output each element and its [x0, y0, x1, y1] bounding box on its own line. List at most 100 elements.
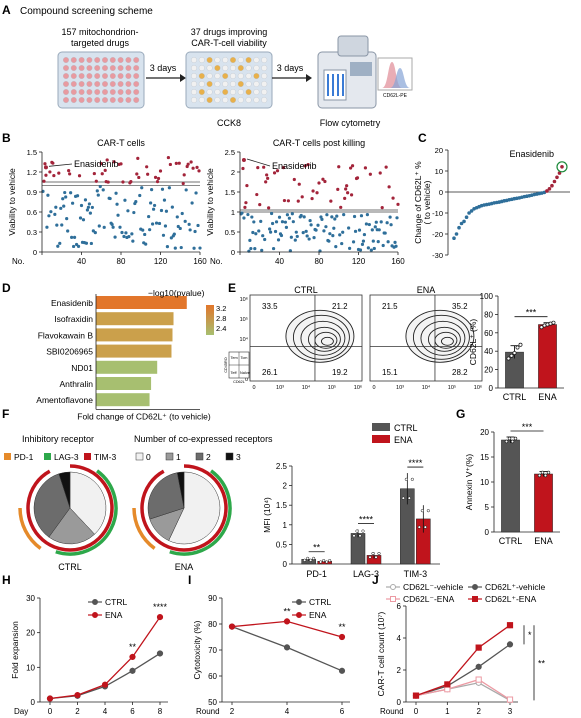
plate-well	[102, 73, 108, 79]
E-key-naive: Naïve	[240, 371, 250, 375]
B2-point	[253, 247, 257, 251]
plate-well	[117, 89, 124, 95]
B1-point	[78, 216, 83, 220]
B1-point	[93, 231, 97, 235]
J-y-tick-label: 0	[397, 698, 402, 707]
B2-point	[263, 237, 267, 242]
F-point	[377, 551, 381, 556]
E-x-label: CTRL	[503, 392, 527, 402]
H-marker	[74, 691, 81, 699]
D-category-label: Isofraxidin	[54, 314, 93, 324]
F-point	[328, 559, 332, 563]
B1-point	[57, 171, 61, 175]
F-count-swatch	[165, 452, 174, 461]
B2-point	[330, 215, 334, 219]
plate-well	[261, 81, 268, 87]
plate-well	[222, 57, 229, 63]
J-x-tick-label: 3	[508, 707, 513, 716]
plate-well	[237, 73, 244, 79]
plate-well	[94, 65, 101, 71]
plate-well	[70, 65, 77, 71]
B1-point	[44, 173, 48, 177]
B2-point	[281, 165, 286, 170]
I-legend-marker	[296, 612, 302, 618]
B2-point	[327, 239, 331, 243]
B1-point	[152, 203, 157, 208]
J-x-tick-label: 1	[445, 707, 450, 716]
F-receptor-swatch	[44, 453, 51, 460]
F-receptor-label: LAG-3	[54, 452, 79, 462]
H-legend-marker	[92, 612, 98, 618]
B1-point	[131, 239, 135, 243]
plate-well	[261, 89, 268, 95]
B1-y-tick-label: 0.6	[27, 208, 37, 217]
B1-point	[106, 180, 110, 184]
F-receptor-arc	[169, 469, 232, 556]
F-point	[361, 529, 365, 533]
B2-point	[325, 213, 329, 217]
B2-point	[337, 165, 341, 169]
C-point	[452, 236, 456, 240]
E-quadrant-ul: 33.5	[262, 302, 278, 311]
G-y-tick-label: 20	[480, 428, 489, 437]
B2-point	[308, 218, 312, 223]
C-point	[462, 219, 466, 224]
B2-title: CAR-T cells post killing	[273, 138, 365, 148]
F-count-label: 1	[176, 452, 181, 462]
B1-point	[159, 208, 164, 213]
plate-well	[191, 81, 197, 87]
B2-point	[268, 227, 272, 231]
D-category-label: Enasidenib	[51, 298, 93, 308]
F-pie-label: ENA	[175, 562, 194, 572]
B2-y-tick-label: 0.5	[225, 228, 235, 237]
G-point	[540, 470, 545, 475]
B2-point	[358, 248, 363, 252]
chart-c-cd62l-change: -30 -20 -10 0 10 20 Enasidenib Change of CD62L⁺…	[413, 146, 570, 260]
B2-point	[328, 232, 332, 236]
chart-j-cell-count: 0 2 4 6 0 1 2 3 Round CD62L⁻-vehicle CD62L⁺-vehicl…	[376, 582, 546, 716]
plate-well	[78, 81, 85, 87]
E-flow-x-tick: 10⁶	[354, 384, 362, 391]
F-pie-slice	[58, 471, 71, 509]
panel-c-letter: C	[418, 131, 427, 145]
B1-point	[138, 193, 142, 198]
G-y-tick-label: 5	[485, 503, 490, 512]
plate-well	[63, 97, 69, 103]
plate-well	[206, 57, 213, 63]
plate-well	[86, 97, 93, 103]
cd62l-histogram-icon	[377, 57, 413, 91]
E-flow-title: ENA	[417, 285, 436, 295]
B1-point	[68, 172, 72, 176]
E-contour	[427, 326, 461, 352]
C-y-label-2: ( to vehicle)	[422, 180, 432, 224]
H-x-tick-label: 2	[75, 707, 80, 716]
plate-well	[261, 65, 268, 71]
flow-cytometer-icon	[317, 35, 377, 109]
D-legend-tick: 2.4	[216, 324, 226, 333]
J-sig-label: **	[538, 659, 546, 669]
F-count-swatch	[135, 452, 144, 461]
J-x-tick-label: 2	[476, 707, 481, 716]
plate-well	[70, 81, 77, 87]
B2-point	[320, 217, 324, 221]
chart-d-top-drugs: Enasidenib Isofraxidin Flavokawain B SBI020…	[36, 288, 226, 421]
E-quadrant-ur: 21.2	[332, 302, 348, 311]
plate-well	[222, 65, 229, 71]
G-bar	[501, 439, 520, 533]
B1-point	[102, 225, 106, 229]
J-legend-label: CD62L⁻-ENA	[403, 594, 455, 604]
B2-point	[272, 171, 277, 175]
panel-e-flow-plots: CTRL 33.5 21.2 26.1 19.2 0 10³ 10⁴ 10⁵ 10⁶ 10⁶ 10⁵ 1…	[224, 285, 483, 391]
plate-well	[237, 57, 244, 63]
B2-point	[334, 245, 338, 249]
J-marker	[475, 644, 482, 651]
B2-point	[369, 248, 373, 252]
B1-y-tick-label: 0.3	[27, 228, 37, 237]
plate-well	[86, 65, 93, 71]
I-x-label: Round	[196, 707, 220, 716]
G-y-tick-label: 10	[480, 478, 489, 487]
B1-point	[126, 209, 130, 213]
plate-well	[133, 57, 140, 63]
B2-point	[301, 231, 305, 235]
plate-well	[261, 73, 268, 79]
